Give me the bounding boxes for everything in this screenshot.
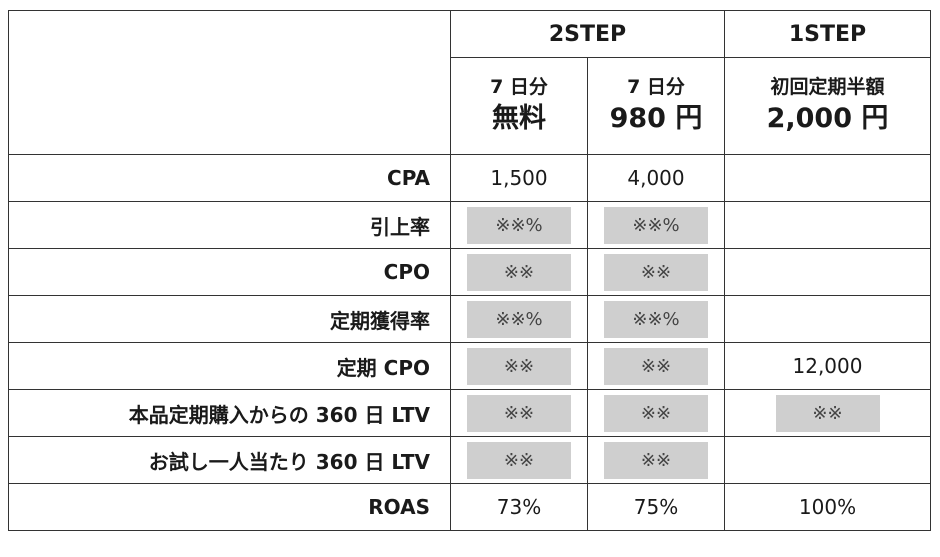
table-row: 本品定期購入からの 360 日 LTV ※※ ※※ ※※ bbox=[8, 389, 931, 437]
cell-value bbox=[724, 436, 931, 484]
cell-value: 75% bbox=[587, 483, 725, 531]
masked-value: ※※ bbox=[604, 394, 708, 432]
masked-value: ※※ bbox=[604, 253, 708, 291]
masked-value: ※※ bbox=[467, 253, 571, 291]
cell-value: ※※ bbox=[587, 436, 725, 484]
plan-price: 無料 bbox=[492, 103, 546, 134]
cell-value bbox=[724, 248, 931, 296]
cell-value: 100% bbox=[724, 483, 931, 531]
cell-value: ※※ bbox=[450, 436, 588, 484]
masked-value: ※※ bbox=[775, 394, 880, 432]
cell-value: ※※ bbox=[587, 389, 725, 437]
row-label: 引上率 bbox=[8, 201, 451, 249]
row-label: 定期獲得率 bbox=[8, 295, 451, 343]
cell-value: ※※% bbox=[450, 201, 588, 249]
row-label: ROAS bbox=[8, 483, 451, 531]
cell-value bbox=[724, 154, 931, 202]
table-row: 引上率 ※※% ※※% bbox=[8, 201, 931, 249]
masked-value: ※※ bbox=[467, 441, 571, 479]
plan-header-980: 7 日分 980 円 bbox=[587, 57, 725, 155]
cell-value: ※※% bbox=[587, 201, 725, 249]
cell-value: ※※ bbox=[450, 248, 588, 296]
header-row-plans: 7 日分 無料 7 日分 980 円 初回定期半額 2,000 円 bbox=[9, 57, 931, 155]
masked-value: ※※% bbox=[604, 300, 708, 338]
cell-value: ※※ bbox=[587, 248, 725, 296]
masked-value: ※※ bbox=[604, 441, 708, 479]
masked-value: ※※ bbox=[467, 394, 571, 432]
plan-price: 980 円 bbox=[609, 103, 703, 134]
cell-value: ※※ bbox=[724, 389, 931, 437]
group-header-2step: 2STEP bbox=[450, 10, 725, 58]
cell-value bbox=[724, 201, 931, 249]
cell-value: ※※ bbox=[587, 342, 725, 390]
plan-price: 2,000 円 bbox=[766, 103, 889, 134]
masked-value: ※※% bbox=[604, 206, 708, 244]
row-label: 定期 CPO bbox=[8, 342, 451, 390]
plan-header-free: 7 日分 無料 bbox=[450, 57, 588, 155]
table-row: ROAS 73% 75% 100% bbox=[8, 483, 931, 531]
table-row: 定期 CPO ※※ ※※ 12,000 bbox=[8, 342, 931, 390]
cell-value: 12,000 bbox=[724, 342, 931, 390]
table-row: CPA 1,500 4,000 bbox=[8, 154, 931, 202]
row-label: CPA bbox=[8, 154, 451, 202]
row-label: お試し一人当たり 360 日 LTV bbox=[8, 436, 451, 484]
plan-period: 7 日分 bbox=[490, 76, 548, 99]
cell-value: ※※ bbox=[450, 389, 588, 437]
row-label: 本品定期購入からの 360 日 LTV bbox=[8, 389, 451, 437]
cell-value: ※※ bbox=[450, 342, 588, 390]
plan-period: 7 日分 bbox=[627, 76, 685, 99]
table-row: CPO ※※ ※※ bbox=[8, 248, 931, 296]
masked-value: ※※ bbox=[467, 347, 571, 385]
cell-value: ※※% bbox=[450, 295, 588, 343]
row-label: CPO bbox=[8, 248, 451, 296]
cell-value: ※※% bbox=[587, 295, 725, 343]
group-header-1step: 1STEP bbox=[724, 10, 931, 58]
cell-value: 73% bbox=[450, 483, 588, 531]
header-row-groups: 2STEP 1STEP bbox=[8, 10, 931, 155]
cell-value: 1,500 bbox=[450, 154, 588, 202]
masked-value: ※※% bbox=[467, 206, 571, 244]
cell-value bbox=[724, 295, 931, 343]
plan-header-half: 初回定期半額 2,000 円 bbox=[724, 57, 931, 155]
table-row: 定期獲得率 ※※% ※※% bbox=[8, 295, 931, 343]
table-row: お試し一人当たり 360 日 LTV ※※ ※※ bbox=[8, 436, 931, 484]
cell-value: 4,000 bbox=[587, 154, 725, 202]
corner-cell bbox=[8, 10, 451, 155]
plan-period: 初回定期半額 bbox=[770, 76, 885, 99]
masked-value: ※※ bbox=[604, 347, 708, 385]
comparison-table: 2STEP 1STEP 7 日分 無料 7 日分 980 円 初回定期半額 2,… bbox=[8, 10, 931, 531]
masked-value: ※※% bbox=[467, 300, 571, 338]
